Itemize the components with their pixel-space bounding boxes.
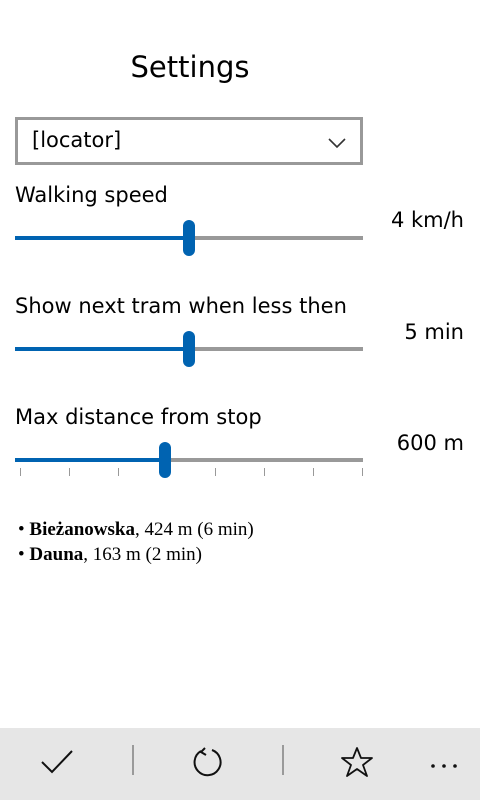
list-item[interactable]: • Bieżanowska, 424 m (6 min) [18,517,254,542]
app-bar-divider [132,745,134,775]
walking-speed-value: 4 km/h [390,208,464,232]
slider-tick [118,468,119,476]
refresh-icon [189,745,223,783]
page-title: Settings [130,50,250,84]
check-icon [40,748,74,780]
list-item[interactable]: • Dauna, 163 m (2 min) [18,542,254,567]
walking-speed-slider[interactable] [15,220,363,256]
accept-button[interactable] [39,746,75,782]
app-bar-divider [282,745,284,775]
bullet: • [18,544,30,565]
more-button[interactable] [426,746,462,782]
next-tram-thumb[interactable] [183,331,195,367]
max-distance-label: Max distance from stop [15,405,262,429]
nearby-stops-list: • Bieżanowska, 424 m (6 min) • Dauna, 16… [18,517,254,567]
max-distance-slider[interactable] [15,442,363,478]
walking-speed-track-filled [15,236,184,240]
locator-dropdown[interactable]: [locator] [15,117,363,165]
refresh-button[interactable] [188,746,224,782]
chevron-down-icon [328,134,346,153]
max-distance-thumb[interactable] [159,442,171,478]
stop-detail: , 424 m (6 min) [134,519,254,540]
max-distance-track-filled [15,458,160,462]
next-tram-track-empty [194,347,363,351]
stop-detail: , 163 m (2 min) [83,544,203,565]
slider-tick [20,468,21,476]
walking-speed-thumb[interactable] [183,220,195,256]
next-tram-value: 5 min [404,320,464,344]
max-distance-value: 600 m [396,431,464,455]
walking-speed-track-empty [194,236,363,240]
slider-tick [362,468,363,476]
star-icon [341,746,373,782]
stop-name: Bieżanowska [29,519,135,540]
slider-tick [313,468,314,476]
next-tram-slider[interactable] [15,331,363,367]
locator-dropdown-value: [locator] [32,128,122,152]
max-distance-track-empty [170,458,363,462]
slider-tick [69,468,70,476]
next-tram-track-filled [15,347,184,351]
next-tram-label: Show next tram when less then [15,294,347,318]
slider-tick [264,468,265,476]
stop-name: Dauna [29,544,84,565]
more-icon [429,755,459,774]
bullet: • [18,519,30,540]
favorite-button[interactable] [339,746,375,782]
app-bar [0,728,480,800]
walking-speed-label: Walking speed [15,183,168,207]
slider-tick [215,468,216,476]
